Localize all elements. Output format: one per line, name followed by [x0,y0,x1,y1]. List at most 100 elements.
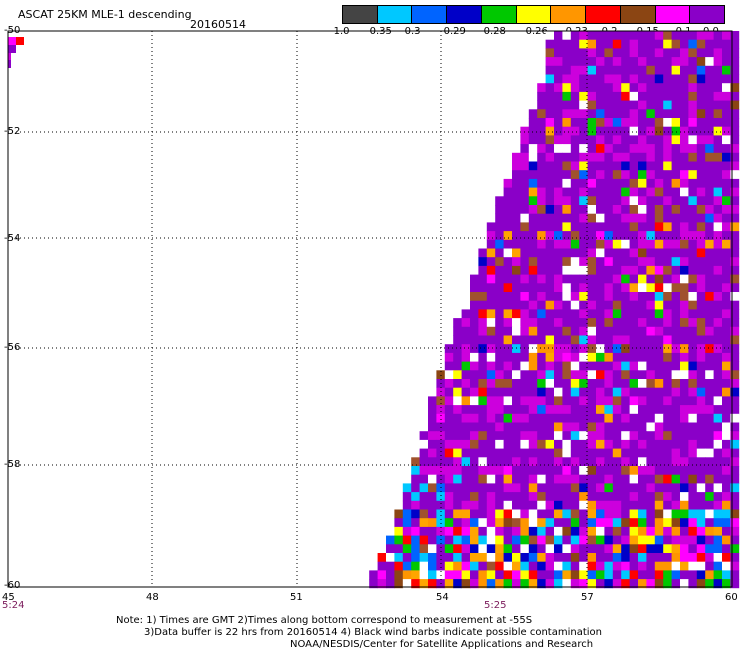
data-cell [554,65,563,75]
data-cell [705,405,714,415]
data-cell [537,439,546,449]
data-cell [713,387,723,397]
data-cell [688,239,698,249]
data-cell [545,248,555,258]
data-cell [688,335,698,345]
data-cell [629,265,639,275]
colorbar-swatch [551,6,587,23]
data-cell [512,544,521,554]
data-cell [680,352,689,362]
data-cell [495,335,504,345]
data-cell [587,83,597,93]
data-cell [638,553,647,563]
data-cell [461,387,471,397]
data-cell [688,196,698,206]
data-cell [444,544,454,554]
data-cell [503,561,513,571]
data-cell [705,457,714,467]
data-cell [722,379,731,389]
data-cell [696,553,706,563]
data-cell [621,526,630,536]
data-cell [503,396,513,406]
data-cell [713,283,723,293]
data-cell [654,161,664,171]
data-cell [512,387,521,397]
data-cell [486,570,496,580]
data-cell [604,352,614,362]
data-cell [688,222,698,232]
data-cell [520,326,530,336]
data-cell [612,31,622,41]
data-cell [562,457,572,467]
data-cell [545,457,555,467]
data-cell [730,561,740,571]
data-cell [461,553,471,563]
data-cell [604,335,614,345]
data-cell [470,553,479,563]
data-cell [688,205,698,215]
data-cell [545,187,555,197]
data-cell [579,135,588,145]
data-cell [705,344,714,354]
data-cell [579,161,588,171]
data-cell [671,265,681,275]
data-cell [730,518,740,528]
data-cell [722,135,731,145]
data-cell [604,561,614,571]
data-cell [520,205,530,215]
data-cell [545,448,555,458]
data-cell [713,48,723,58]
data-cell [470,422,479,432]
data-cell [495,239,504,249]
data-cell [696,387,706,397]
data-cell [621,413,630,423]
data-cell [621,492,630,502]
data-cell [503,178,513,188]
data-cell [520,553,530,563]
data-cell [528,239,538,249]
data-cell [486,387,496,397]
data-cell [554,431,563,441]
data-cell [671,48,681,58]
data-cell [604,318,614,328]
data-cell [663,326,672,336]
data-cell [621,309,630,319]
data-cell [705,152,714,162]
data-cell [663,196,672,206]
data-cell [722,257,731,267]
data-cell [428,553,437,563]
data-cell [495,370,504,380]
data-cell [554,31,563,41]
data-cell [621,65,630,75]
data-cell [629,292,639,302]
data-cell [713,83,723,93]
data-cell [663,318,672,328]
data-cell [638,205,647,215]
data-cell [453,352,462,362]
data-cell [680,248,689,258]
data-cell [444,518,454,528]
data-cell [453,439,462,449]
data-cell [512,483,521,493]
data-cell [646,187,656,197]
data-cell [638,196,647,206]
data-cell [453,466,462,476]
data-cell [680,161,689,171]
data-cell [596,535,605,545]
data-cell [520,396,530,406]
data-cell [705,222,714,232]
data-cell [621,222,630,232]
data-cell [419,500,429,510]
data-cell [680,144,689,154]
data-cell [520,161,530,171]
data-cell [562,483,572,493]
data-cell [503,509,513,519]
data-cell [520,257,530,267]
data-cell [638,74,647,84]
data-cell [629,39,639,49]
data-cell [570,448,580,458]
data-cell [428,396,437,406]
data-cell [8,60,11,68]
data-cell [688,135,698,145]
data-cell [428,535,437,545]
